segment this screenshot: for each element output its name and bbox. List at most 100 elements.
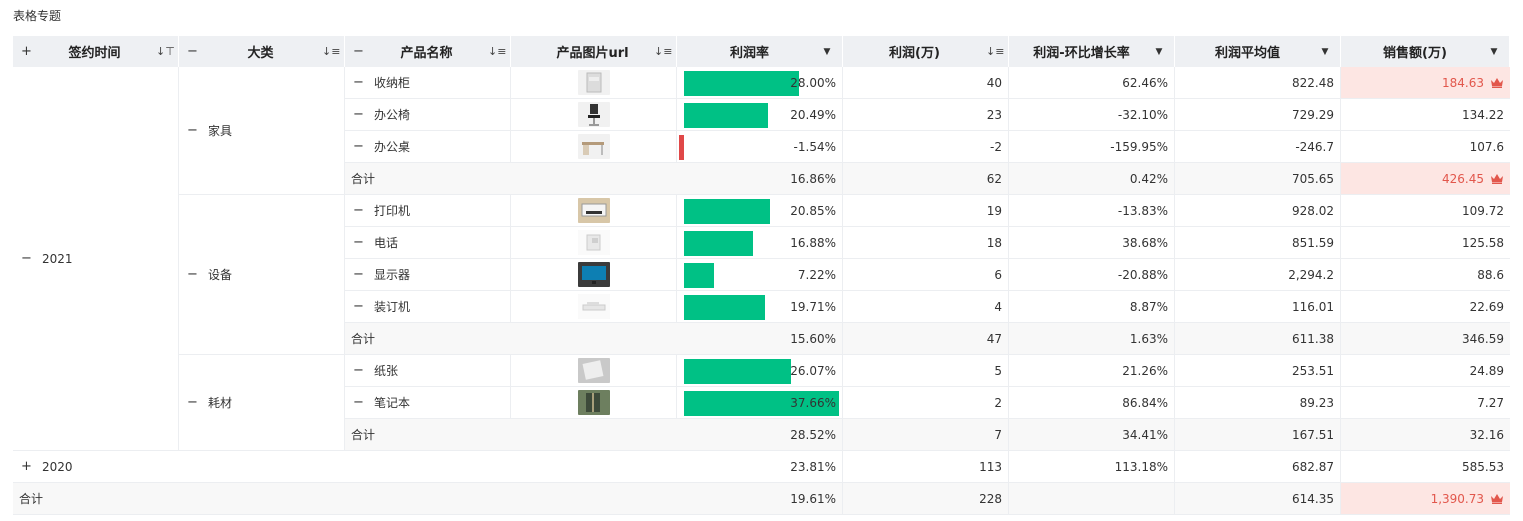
profit-value: 4 — [994, 299, 1002, 314]
category-cell[interactable]: − 家具 — [179, 67, 345, 195]
subtotal-label: 合计 — [351, 332, 376, 346]
header-category[interactable]: − 大类 ↓≡ — [179, 36, 345, 67]
profit-rate-cell: 26.07% — [677, 355, 843, 387]
year-cell-2021[interactable]: −2021 — [13, 67, 179, 451]
collapse-all-icon[interactable]: − — [353, 44, 364, 59]
profit-value: 19 — [986, 203, 1002, 218]
profit-rate-bar — [684, 103, 768, 128]
collapse-icon[interactable]: − — [353, 267, 364, 282]
avg-profit-value: 116.01 — [1292, 299, 1334, 314]
product-image-cell — [511, 387, 677, 419]
avg-profit-cell: 851.59 — [1175, 227, 1341, 259]
growth-value: -13.83% — [1117, 203, 1168, 218]
sales-cell: 88.6 — [1341, 259, 1510, 291]
sort-icon[interactable]: ↓≡ — [654, 45, 673, 58]
grand-total-label-cell: 合计 — [13, 483, 677, 515]
sort-icon[interactable]: ↓≡ — [322, 45, 341, 58]
paper-thumbnail — [577, 358, 610, 383]
header-sales[interactable]: 销售额(万) ▼ — [1341, 36, 1510, 67]
profit-rate-cell: 16.86% — [677, 163, 843, 195]
collapse-all-icon[interactable]: − — [187, 44, 198, 59]
year-cell-2020[interactable]: +2020 — [13, 451, 677, 483]
header-label: 签约时间 — [68, 46, 121, 61]
product-cell[interactable]: − 打印机 — [345, 195, 511, 227]
product-name: 电话 — [374, 236, 399, 250]
expand-all-icon[interactable]: + — [21, 44, 32, 59]
subtotal-label: 合计 — [351, 428, 376, 442]
collapse-icon[interactable]: − — [187, 395, 198, 410]
caret-down-icon[interactable]: ▼ — [1155, 46, 1163, 57]
avg-profit-value: 822.48 — [1292, 75, 1334, 90]
profit-rate-value: 28.00% — [790, 75, 836, 90]
profit-cell: 7 — [843, 419, 1009, 451]
product-cell[interactable]: − 纸张 — [345, 355, 511, 387]
product-cell[interactable]: − 收纳柜 — [345, 67, 511, 99]
avg-profit-value: 851.59 — [1292, 235, 1334, 250]
crown-icon — [1491, 494, 1503, 504]
avg-profit-cell: 89.23 — [1175, 387, 1341, 419]
caret-down-icon[interactable]: ▼ — [1321, 46, 1329, 57]
sales-value: 107.6 — [1469, 139, 1504, 154]
office-chair-thumbnail — [577, 102, 610, 127]
sales-value: 426.45 — [1442, 171, 1484, 186]
product-cell[interactable]: − 办公椅 — [345, 99, 511, 131]
collapse-icon[interactable]: − — [353, 203, 364, 218]
category-cell[interactable]: − 设备 — [179, 195, 345, 355]
header-label: 利润率 — [729, 46, 769, 61]
header-product[interactable]: − 产品名称 ↓≡ — [345, 36, 511, 67]
sort-icon[interactable]: ↓≡ — [986, 45, 1005, 58]
sales-cell: 107.6 — [1341, 131, 1510, 163]
avg-profit-value: 253.51 — [1292, 363, 1334, 378]
profit-rate-value: 37.66% — [790, 395, 836, 410]
collapse-icon[interactable]: − — [353, 107, 364, 122]
growth-value: -159.95% — [1110, 139, 1168, 154]
crown-icon — [1491, 78, 1503, 88]
profit-value: 7 — [994, 427, 1002, 442]
product-cell[interactable]: − 笔记本 — [345, 387, 511, 419]
product-cell[interactable]: − 显示器 — [345, 259, 511, 291]
header-profit[interactable]: 利润(万) ↓≡ — [843, 36, 1009, 67]
product-cell[interactable]: − 办公桌 — [345, 131, 511, 163]
product-name: 打印机 — [374, 204, 411, 218]
collapse-icon[interactable]: − — [353, 395, 364, 410]
header-image-url[interactable]: 产品图片url ↓≡ — [511, 36, 677, 67]
profit-cell: 62 — [843, 163, 1009, 195]
year-label: 2021 — [42, 251, 73, 266]
growth-value: 113.18% — [1114, 459, 1168, 474]
caret-down-icon[interactable]: ▼ — [823, 46, 831, 57]
profit-rate-bar — [684, 71, 799, 96]
product-cell[interactable]: − 装订机 — [345, 291, 511, 323]
collapse-icon[interactable]: − — [353, 75, 364, 90]
product-cell[interactable]: − 电话 — [345, 227, 511, 259]
profit-cell: 47 — [843, 323, 1009, 355]
collapse-icon[interactable]: − — [353, 235, 364, 250]
collapse-icon[interactable]: − — [21, 251, 32, 266]
collapse-icon[interactable]: − — [187, 267, 198, 282]
header-label: 利润平均值 — [1214, 46, 1280, 61]
collapse-icon[interactable]: − — [353, 299, 364, 314]
expand-icon[interactable]: + — [21, 459, 32, 474]
growth-cell: 21.26% — [1009, 355, 1175, 387]
avg-profit-cell: 614.35 — [1175, 483, 1341, 515]
header-growth[interactable]: 利润-环比增长率 ▼ — [1009, 36, 1175, 67]
profit-cell: -2 — [843, 131, 1009, 163]
sort-icon[interactable]: ↓≡ — [488, 45, 507, 58]
avg-profit-value: 614.35 — [1292, 491, 1334, 506]
category-cell[interactable]: − 耗材 — [179, 355, 345, 451]
caret-down-icon[interactable]: ▼ — [1490, 46, 1498, 57]
header-sign-time[interactable]: + 签约时间 ↓⊤ — [13, 36, 179, 67]
profit-rate-cell: 7.22% — [677, 259, 843, 291]
avg-profit-value: 729.29 — [1292, 107, 1334, 122]
product-image-cell — [511, 227, 677, 259]
collapse-icon[interactable]: − — [353, 139, 364, 154]
sort-filter-icon[interactable]: ↓⊤ — [156, 45, 175, 58]
collapse-icon[interactable]: − — [353, 363, 364, 378]
avg-profit-cell: 253.51 — [1175, 355, 1341, 387]
profit-cell: 23 — [843, 99, 1009, 131]
sales-value: 22.69 — [1469, 299, 1504, 314]
header-avg-profit[interactable]: 利润平均值 ▼ — [1175, 36, 1341, 67]
avg-profit-cell: 2,294.2 — [1175, 259, 1341, 291]
header-profit-rate[interactable]: 利润率 ▼ — [677, 36, 843, 67]
growth-cell: 1.63% — [1009, 323, 1175, 355]
collapse-icon[interactable]: − — [187, 123, 198, 138]
